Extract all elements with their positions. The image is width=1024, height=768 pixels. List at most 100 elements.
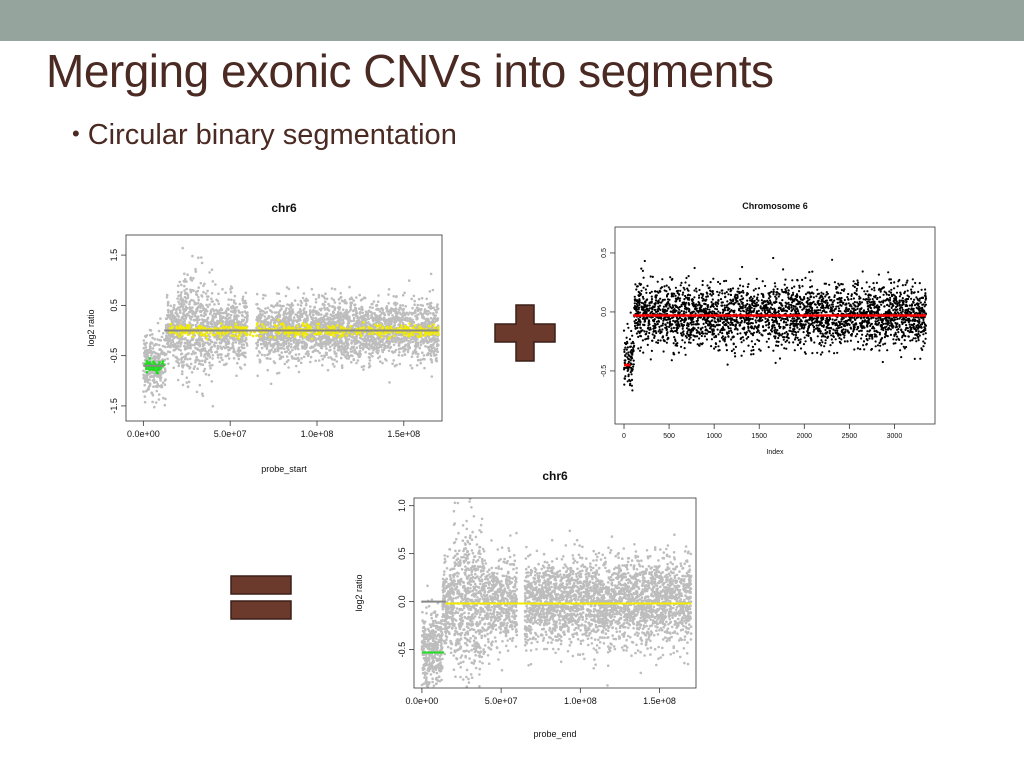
data-point: [270, 304, 273, 307]
data-point: [314, 338, 318, 342]
data-point: [165, 317, 169, 320]
data-point: [155, 389, 159, 393]
data-point: [314, 297, 318, 301]
data-point: [378, 340, 382, 344]
data-point: [316, 337, 320, 341]
data-point: [181, 331, 184, 334]
data-point: [260, 342, 263, 346]
data-point: [386, 345, 390, 349]
data-point: [333, 342, 336, 345]
x-axis-label: probe_start: [261, 464, 307, 474]
data-point: [183, 272, 186, 276]
data-point: [411, 306, 414, 310]
data-point: [185, 381, 189, 384]
data-point: [360, 323, 363, 327]
data-point: [368, 347, 371, 351]
data-point: [185, 287, 188, 291]
data-point: [195, 310, 198, 313]
data-point: [338, 302, 342, 305]
data-point: [159, 317, 162, 320]
data-point: [213, 344, 217, 348]
data-point: [394, 348, 398, 352]
data-point: [304, 324, 308, 327]
data-point: [434, 357, 438, 361]
data-point: [275, 292, 279, 295]
data-point: [309, 355, 313, 359]
data-point: [180, 298, 184, 301]
data-point: [415, 318, 418, 321]
data-point: [211, 363, 214, 367]
data-point: [382, 348, 386, 351]
data-point: [387, 293, 390, 296]
data-point: [375, 308, 378, 311]
data-point: [721, 332, 724, 335]
data-point: [159, 376, 163, 379]
data-point: [436, 343, 439, 346]
data-point: [382, 332, 386, 336]
data-point: [424, 325, 427, 328]
data-point: [268, 309, 272, 312]
data-point: [210, 380, 214, 383]
data-point: [402, 333, 406, 337]
data-point: [375, 304, 379, 307]
data-point: [269, 357, 272, 361]
data-point: [324, 341, 328, 345]
data-point: [345, 334, 348, 337]
data-point: [345, 316, 349, 320]
data-point: [180, 372, 184, 376]
data-point: [171, 325, 174, 329]
data-point: [358, 344, 362, 348]
plot-frame: [125, 234, 443, 422]
data-point: [395, 363, 398, 367]
data-point: [406, 348, 410, 351]
data-point: [395, 331, 399, 334]
data-point: [363, 335, 367, 339]
data-point: [414, 324, 417, 327]
data-point: [166, 357, 169, 361]
data-point: [224, 309, 228, 313]
data-point: [388, 333, 392, 336]
data-point: [204, 349, 207, 353]
data-point: [391, 340, 395, 343]
data-point: [244, 301, 248, 305]
data-point: [349, 308, 353, 311]
data-point: [302, 355, 306, 359]
data-point: [272, 305, 275, 309]
data-point: [183, 341, 187, 345]
data-point: [286, 312, 289, 315]
data-point: [179, 318, 183, 322]
data-point: [266, 342, 269, 346]
data-point: [173, 324, 176, 327]
data-point: [402, 331, 406, 334]
data-point: [431, 337, 434, 340]
data-point: [182, 355, 185, 359]
data-point: [214, 341, 218, 345]
data-point: [289, 345, 293, 349]
data-point: [388, 335, 392, 339]
data-point: [181, 370, 184, 373]
data-point: [403, 314, 407, 317]
data-point: [294, 353, 298, 356]
data-point: [243, 363, 247, 366]
data-point: [142, 339, 146, 342]
data-point: [216, 344, 220, 348]
data-point: [392, 336, 395, 340]
data-point: [142, 362, 145, 365]
data-point: [255, 318, 258, 322]
data-point: [681, 327, 684, 330]
data-point: [194, 351, 197, 355]
data-point: [143, 395, 147, 398]
data-point: [345, 341, 349, 345]
data-point: [392, 295, 396, 298]
data-point: [362, 324, 366, 327]
data-point: [201, 363, 205, 366]
data-point: [209, 310, 213, 314]
data-point: [238, 325, 241, 329]
data-point: [433, 326, 436, 329]
data-point: [344, 311, 348, 314]
data-point: [224, 291, 227, 294]
data-point: [319, 336, 323, 339]
data-point: [149, 342, 152, 346]
data-point: [393, 301, 397, 304]
data-point: [345, 347, 348, 351]
